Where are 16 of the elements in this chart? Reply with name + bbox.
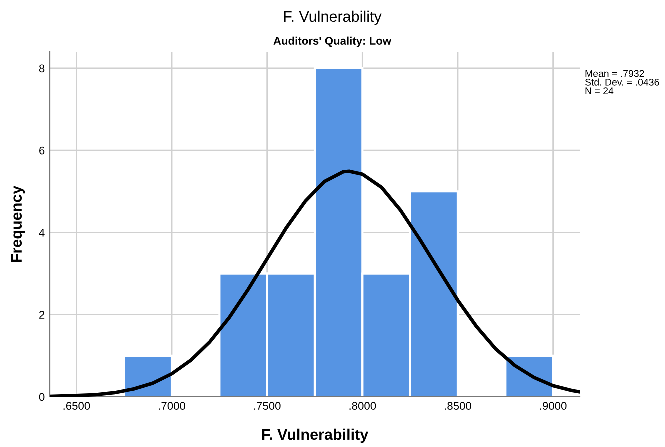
y-tick-label: 0 xyxy=(39,393,45,402)
x-tick-label: .7500 xyxy=(254,402,281,410)
y-axis-title: Frequency xyxy=(11,186,26,262)
chart-subtitle: Auditors' Quality: Low xyxy=(274,36,392,48)
x-tick-label: .7000 xyxy=(159,402,186,410)
y-tick-label: 6 xyxy=(40,146,45,155)
text: Mean = .7932 Std. Dev. = .0436 N = 24 xyxy=(585,70,660,94)
y-tick-label: 4 xyxy=(39,229,45,237)
x-tick-label: .8500 xyxy=(445,402,472,410)
x-tick-label: .8000 xyxy=(350,402,376,410)
chart-title: F. Vulnerability xyxy=(284,10,382,26)
x-tick-label: .9000 xyxy=(540,402,567,410)
x-tick-label: .6500 xyxy=(64,402,90,410)
y-tick-label: 2 xyxy=(40,311,45,319)
x-axis-title: F. Vulnerability xyxy=(262,428,369,444)
y-tick-label: 8 xyxy=(39,64,45,73)
